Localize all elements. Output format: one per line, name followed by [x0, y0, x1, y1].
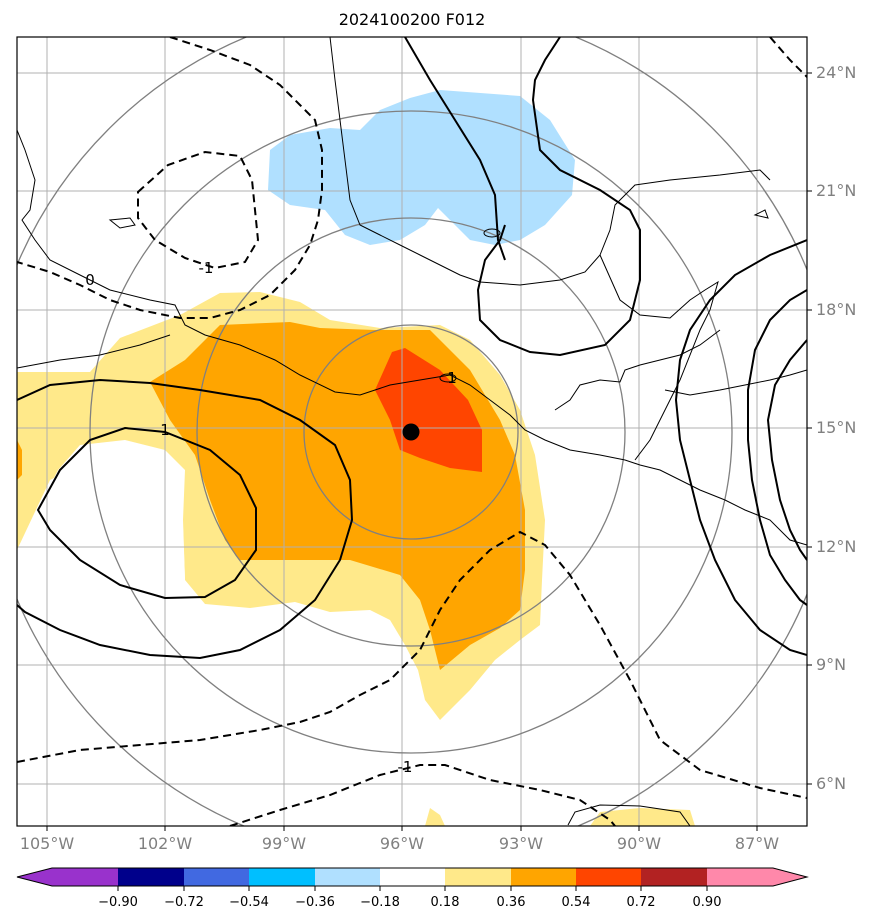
shaded-region-yellow-south	[425, 808, 695, 826]
lon-label: 87°W	[734, 834, 780, 853]
range-rings	[17, 37, 807, 826]
contour-label: -1	[199, 259, 214, 277]
colorbar-tick-label: −0.72	[164, 895, 204, 910]
colorbar	[16, 867, 809, 891]
lon-label: 102°W	[137, 834, 193, 853]
contour-label-group: 0 -1 1 1 -1	[85, 259, 457, 776]
colorbar-segment	[641, 868, 707, 886]
colorbar-segment	[707, 868, 773, 886]
tick-marks	[46, 72, 812, 831]
colorbar-outline	[16, 867, 809, 887]
shaded-region-light-blue	[268, 90, 575, 245]
colorbar-segment	[249, 868, 315, 886]
colorbar-extend-low	[17, 868, 52, 886]
lon-label: 96°W	[379, 834, 425, 853]
solid-contours	[17, 37, 807, 660]
colorbar-tick-label: −0.36	[295, 895, 335, 910]
storm-center-marker	[402, 423, 420, 441]
colorbar-segment	[445, 868, 511, 886]
contour-label: 0	[85, 271, 95, 289]
colorbar-tick-label: 0.36	[496, 895, 526, 910]
colorbar-segment	[380, 868, 445, 886]
colorbar-segment	[118, 868, 184, 886]
lat-label: 24°N	[816, 63, 857, 82]
colorbar-tick-label: 0.54	[561, 895, 591, 910]
map-frame	[16, 36, 808, 827]
colorbar-segment	[315, 868, 380, 886]
colorbar-tick-label: 0.72	[626, 895, 656, 910]
lon-label: 105°W	[19, 834, 75, 853]
map-plot-area: 0 -1 1 1 -1	[17, 37, 807, 826]
shaded-region-orange-west-edge	[17, 440, 22, 480]
map-title: 2024100200 F012	[338, 10, 486, 29]
contour-label: 1	[160, 421, 170, 439]
contour-label: -1	[398, 758, 413, 776]
lat-label: 9°N	[816, 655, 847, 674]
colorbar-segment	[184, 868, 249, 886]
colorbar-tick-label: 0.18	[430, 895, 460, 910]
colorbar-segment	[576, 868, 641, 886]
dashed-contours	[17, 37, 807, 826]
colorbar-tick-label: −0.18	[360, 895, 400, 910]
colorbar-segment	[52, 868, 118, 886]
lat-label: 21°N	[816, 181, 857, 200]
lat-label: 15°N	[816, 418, 857, 437]
colorbar-tick-label: −0.54	[229, 895, 269, 910]
colorbar-tick-label: −0.90	[98, 895, 138, 910]
lat-label: 18°N	[816, 300, 857, 319]
lat-label: 12°N	[816, 537, 857, 556]
colorbar-segment	[511, 868, 576, 886]
lon-label: 90°W	[616, 834, 662, 853]
colorbar-tick-label: 0.90	[692, 895, 722, 910]
shaded-region-white-hole	[38, 440, 185, 600]
contour-label: 1	[447, 369, 457, 387]
lat-label: 6°N	[816, 774, 847, 793]
colorbar-extend-high	[773, 868, 807, 886]
lon-label: 99°W	[261, 834, 307, 853]
lon-label: 93°W	[498, 834, 544, 853]
